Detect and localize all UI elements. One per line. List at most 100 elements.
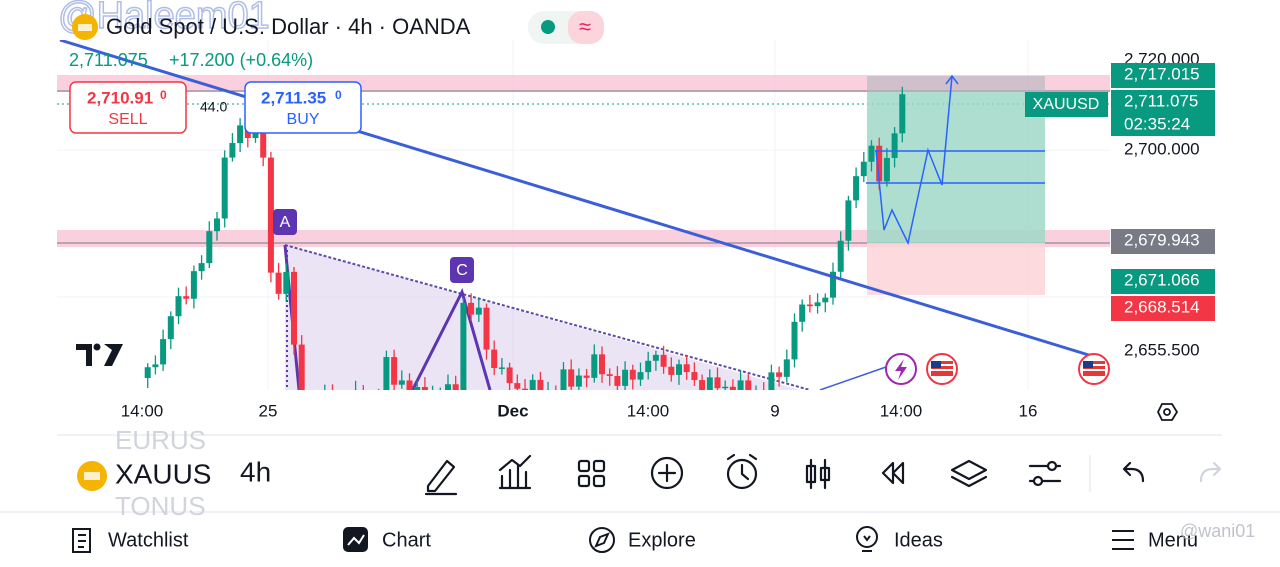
candle-body <box>768 372 775 390</box>
symbol-above: EURUS <box>115 425 206 455</box>
candle-body <box>152 364 159 368</box>
candle-body <box>599 354 605 375</box>
buy-button[interactable] <box>244 81 362 134</box>
sell-price: 2,710.91 <box>87 88 153 107</box>
price-tag-box <box>1111 229 1215 254</box>
candle-body <box>506 367 513 384</box>
candle-body <box>529 379 536 390</box>
candle-body <box>729 386 736 390</box>
candle-body <box>383 357 390 390</box>
candle-body <box>591 354 598 378</box>
candle-body <box>853 176 860 201</box>
candle-body <box>876 145 883 182</box>
candle-body <box>144 367 151 378</box>
flag-icon[interactable] <box>1078 353 1110 385</box>
time-scale-label: 16 <box>1019 401 1038 420</box>
price-tag: 2,679.943 <box>1124 230 1200 249</box>
candle-body <box>783 359 790 377</box>
price-scale-label: 2,655.500 <box>1124 340 1200 359</box>
toolbar-symbol[interactable]: XAUUS <box>115 458 211 489</box>
candle-body <box>452 384 459 390</box>
candle-body <box>699 380 706 390</box>
time-scale-label: Dec <box>497 401 528 420</box>
candle-body <box>398 380 405 385</box>
candle-body <box>275 272 282 294</box>
countdown: 02:35:24 <box>1124 114 1190 133</box>
price-tag-box <box>1111 296 1215 321</box>
candle-body <box>498 367 505 369</box>
draw-tool[interactable] <box>424 459 458 496</box>
candle-body <box>560 369 567 390</box>
candle-body <box>806 304 813 307</box>
candle-body <box>606 374 613 376</box>
buy-price-tail: 0 <box>335 88 342 102</box>
candle-body <box>822 297 829 303</box>
candle-body <box>160 339 167 365</box>
watchlist-icon <box>72 528 91 553</box>
add[interactable] <box>650 456 684 490</box>
flag-icon[interactable] <box>926 353 958 385</box>
nav-item[interactable]: Watchlist <box>108 529 189 551</box>
footer-watermark: @wani01 <box>1180 521 1255 541</box>
candle-body <box>845 200 852 241</box>
layers[interactable] <box>950 459 988 488</box>
candle-body <box>198 263 205 272</box>
candle-body <box>683 364 690 373</box>
candle-body <box>737 380 744 390</box>
candle-body <box>237 125 244 144</box>
candle-body <box>260 111 267 158</box>
candle-body <box>691 372 698 381</box>
candle-body <box>421 387 428 390</box>
candle-body <box>722 386 729 389</box>
replay[interactable] <box>881 461 905 485</box>
price-tag: 2,711.075 <box>1124 91 1198 110</box>
redo[interactable] <box>1199 461 1222 483</box>
marker-label: C <box>456 262 468 279</box>
candle-body <box>891 133 898 158</box>
scale-settings[interactable] <box>1156 403 1179 421</box>
candle-body <box>267 157 274 273</box>
candle-body <box>175 296 182 317</box>
candle-body <box>868 145 875 162</box>
symbol-below: TONUS <box>115 491 206 521</box>
buy-label: BUY <box>287 111 320 128</box>
price-tag: 2,717.015 <box>1124 64 1200 83</box>
nav-item[interactable]: Menu <box>1148 529 1198 551</box>
chart-type[interactable] <box>805 458 831 490</box>
undo[interactable] <box>1122 461 1145 483</box>
candle-body <box>167 316 174 340</box>
candle-body <box>668 366 675 375</box>
menu-icon <box>1112 530 1134 550</box>
nav-item[interactable]: Ideas <box>894 529 943 551</box>
sell-button[interactable] <box>69 81 187 134</box>
last-price: 2,711.075 <box>69 50 148 70</box>
candle-body <box>214 218 220 232</box>
templates[interactable] <box>577 459 606 488</box>
candles <box>144 86 906 390</box>
sell-price-tail: 0 <box>160 88 167 102</box>
nav-item[interactable]: Chart <box>382 529 431 551</box>
candle-body <box>298 344 305 390</box>
volume-label: 44.0 <box>200 99 227 115</box>
time-scale-label: 14:00 <box>627 401 670 420</box>
candle-body <box>799 304 806 322</box>
candle-body <box>514 383 521 389</box>
price-tag: 2,668.514 <box>1124 297 1200 316</box>
marker-box <box>450 257 474 283</box>
time-scale-label: 9 <box>770 401 779 420</box>
candle-body <box>776 372 783 377</box>
candle-body <box>706 377 713 390</box>
alert[interactable] <box>726 453 758 490</box>
candle-body <box>614 375 621 386</box>
candle-body <box>791 321 798 360</box>
sell-label: SELL <box>108 111 147 128</box>
candle-body <box>568 369 575 387</box>
candle-body <box>468 302 475 315</box>
candle-body <box>637 372 644 380</box>
nav-item[interactable]: Explore <box>628 529 696 551</box>
explore-icon <box>589 527 615 553</box>
interval[interactable]: 4h <box>240 456 271 487</box>
candle-body <box>860 161 867 177</box>
indicators[interactable] <box>498 454 532 490</box>
candle-body <box>575 375 582 387</box>
